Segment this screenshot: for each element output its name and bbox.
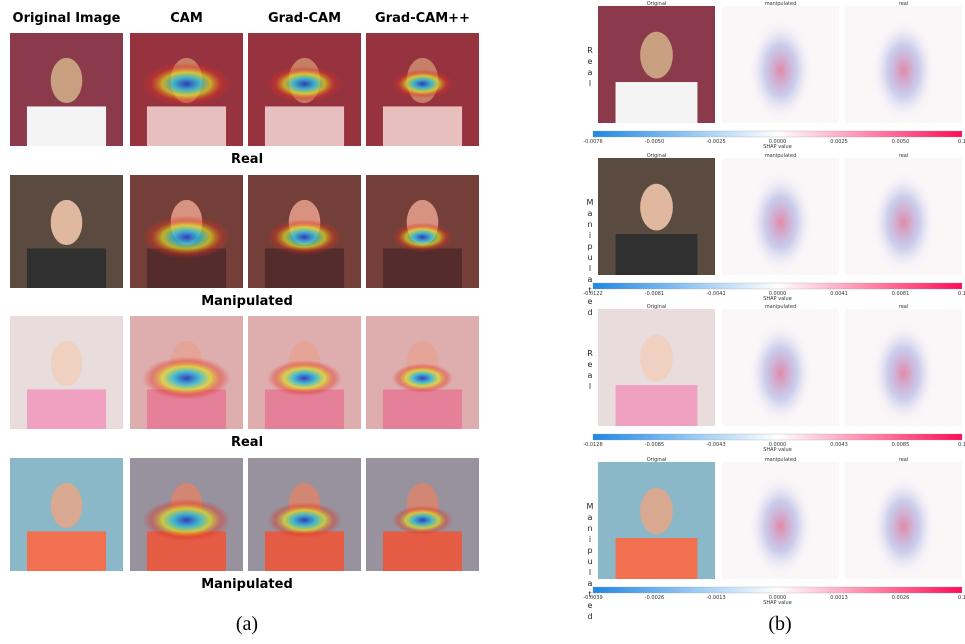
- row-label: Manipulated: [201, 294, 293, 309]
- image-face: [640, 488, 673, 535]
- row-label: Real: [231, 435, 263, 450]
- image-body: [27, 248, 106, 288]
- colorbar-tick: -0.0025: [706, 139, 725, 145]
- shap-blob: [748, 321, 814, 426]
- column-header: Grad-CAM++: [375, 11, 470, 26]
- image-face: [51, 200, 83, 245]
- colorbar-tick: 0.1: [958, 595, 965, 601]
- shap-blob: [748, 474, 814, 579]
- heatmap: [267, 502, 342, 538]
- colorbar-tick: -0.0013: [706, 595, 725, 601]
- colorbar-label: SHAP value: [763, 600, 792, 606]
- image-body: [27, 531, 106, 571]
- colorbar-tick: 0.1: [958, 291, 965, 297]
- colorbar-tick: 0.0050: [892, 139, 910, 145]
- image-face: [640, 184, 673, 231]
- shap-blob: [871, 18, 937, 123]
- heatmap: [392, 222, 453, 251]
- row-label: Real: [586, 349, 595, 393]
- colorbar-tick: 0.0085: [892, 442, 910, 448]
- row-label: Real: [586, 46, 595, 90]
- colorbar: [593, 434, 962, 440]
- image-face: [51, 58, 83, 103]
- colorbar-tick: 0.0043: [830, 442, 848, 448]
- column-header: Original Image: [13, 11, 121, 26]
- heatmap: [392, 363, 453, 392]
- heatmap: [142, 499, 230, 542]
- row-label: Real: [231, 152, 263, 167]
- colorbar: [593, 587, 962, 593]
- image-body: [616, 385, 698, 426]
- colorbar-tick: -0.0041: [706, 291, 725, 297]
- colorbar-tick: -0.0039: [583, 595, 602, 601]
- shap-blob: [748, 18, 814, 123]
- image-face: [51, 483, 83, 528]
- colorbar-tick: -0.0128: [583, 442, 602, 448]
- heatmap: [142, 357, 230, 400]
- caption: (b): [768, 613, 791, 635]
- image-body: [616, 234, 698, 275]
- colorbar-tick: -0.0081: [645, 291, 664, 297]
- heatmap: [267, 360, 342, 396]
- image-face: [640, 335, 673, 382]
- image-face: [51, 341, 83, 386]
- colorbar-label: SHAP value: [763, 144, 792, 150]
- colorbar-tick: 0.0025: [830, 139, 848, 145]
- image-body: [27, 389, 106, 429]
- shap-blob: [748, 170, 814, 275]
- row-label: Manipulated: [586, 502, 595, 623]
- colorbar-tick: -0.0050: [645, 139, 664, 145]
- image-face: [640, 32, 673, 79]
- row-label: Manipulated: [586, 198, 595, 319]
- row-label: Manipulated: [201, 577, 293, 592]
- figure: (a) (b) Original Image CAM Grad-CAM Grad-CA…: [0, 0, 965, 644]
- colorbar-tick: -0.0043: [706, 442, 725, 448]
- column-header: Grad-CAM: [268, 11, 341, 26]
- colorbar-tick: -0.0026: [645, 595, 664, 601]
- heatmap: [142, 216, 230, 259]
- colorbar-tick: -0.0076: [583, 139, 602, 145]
- colorbar: [593, 283, 962, 289]
- heatmap: [267, 66, 342, 102]
- heatmap: [267, 219, 342, 255]
- colorbar-label: SHAP value: [763, 296, 792, 302]
- colorbar-label: SHAP value: [763, 447, 792, 453]
- colorbar-tick: 0.1: [958, 139, 965, 145]
- image-body: [616, 82, 698, 123]
- heatmap: [392, 505, 453, 534]
- shap-blob: [871, 321, 937, 426]
- colorbar: [593, 131, 962, 137]
- colorbar-tick: 0.0026: [892, 595, 910, 601]
- heatmap: [392, 69, 453, 98]
- column-header: CAM: [170, 11, 203, 26]
- caption: (a): [236, 613, 258, 635]
- colorbar-tick: 0.0013: [830, 595, 848, 601]
- colorbar-tick: -0.0085: [645, 442, 664, 448]
- colorbar-tick: 0.0041: [830, 291, 848, 297]
- colorbar-tick: 0.0081: [892, 291, 910, 297]
- shap-blob: [871, 170, 937, 275]
- image-body: [27, 106, 106, 146]
- colorbar-tick: -0.0122: [583, 291, 602, 297]
- shap-blob: [871, 474, 937, 579]
- heatmap: [142, 62, 230, 105]
- colorbar-tick: 0.1: [958, 442, 965, 448]
- image-body: [616, 538, 698, 579]
